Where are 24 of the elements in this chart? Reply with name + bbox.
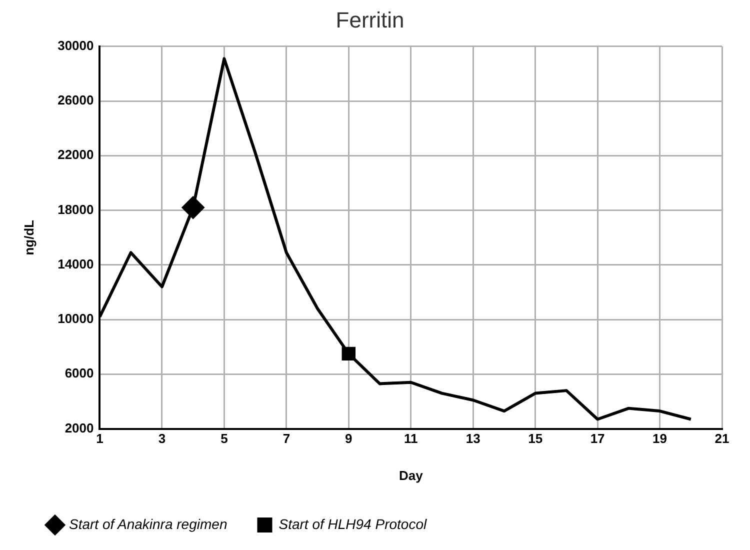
y-tick-label: 18000 (58, 202, 94, 217)
x-tick-label: 15 (528, 431, 543, 446)
x-tick-label: 17 (590, 431, 605, 446)
y-axis-title: ng/dL (21, 220, 36, 256)
x-tick-label: 3 (158, 431, 166, 446)
x-tick-label: 1 (96, 431, 104, 446)
x-tick-label: 11 (404, 431, 418, 446)
y-tick-label: 10000 (58, 311, 94, 326)
y-tick-label: 22000 (58, 147, 94, 162)
y-tick-label: 26000 (58, 92, 94, 108)
y-tick-label: 14000 (58, 256, 94, 272)
chart-title: Ferritin (336, 7, 404, 32)
y-tick-label: 30000 (58, 38, 94, 53)
legend-label: Start of Anakinra regimen (69, 516, 228, 532)
x-tick-label: 21 (714, 431, 730, 446)
x-tick-label: 5 (220, 431, 228, 446)
y-tick-label: 2000 (64, 420, 94, 436)
x-axis-title: Day (398, 468, 424, 483)
y-tick-label: 6000 (64, 366, 94, 381)
x-tick-label: 13 (466, 431, 480, 446)
legend-label: Start of HLH94 Protocol (278, 516, 428, 532)
x-tick-label: 19 (652, 431, 668, 446)
x-tick-label: 7 (282, 431, 290, 446)
x-tick-label: 9 (345, 431, 352, 446)
